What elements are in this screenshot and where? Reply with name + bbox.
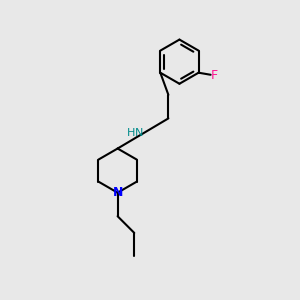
Text: H: H	[127, 128, 135, 139]
Text: N: N	[112, 186, 123, 199]
Text: F: F	[211, 69, 218, 82]
Text: N: N	[134, 128, 143, 139]
